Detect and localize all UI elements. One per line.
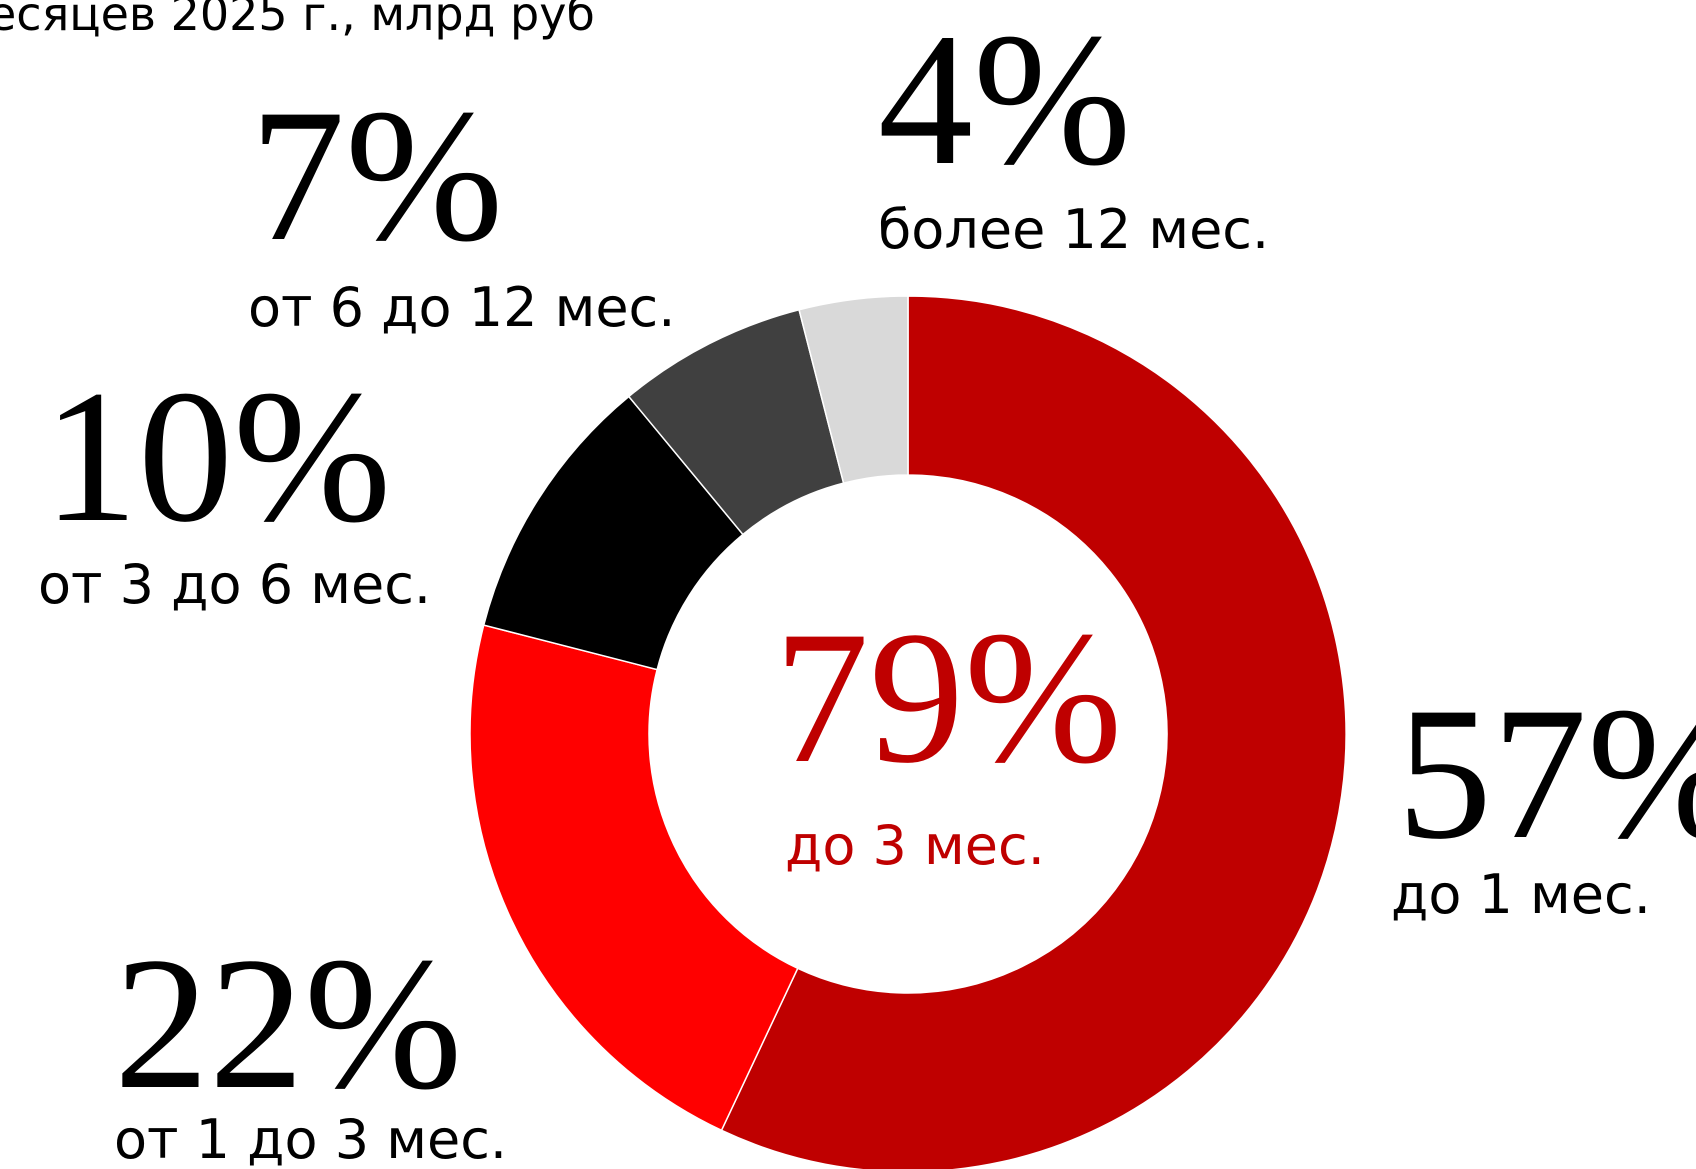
value-label: 57%: [1397, 669, 1696, 879]
donut-slice: [469, 624, 799, 1132]
category-label: от 6 до 12 мес.: [248, 276, 675, 339]
category-label: до 1 мес.: [1391, 863, 1651, 926]
category-label: более 12 мес.: [878, 198, 1269, 261]
category-label: от 3 до 6 мес.: [38, 553, 431, 616]
donut-slice: [798, 295, 909, 485]
chart-title: есяцев 2025 г., млрд руб: [0, 0, 595, 41]
value-label: 10%: [43, 352, 391, 562]
donut: [469, 295, 1347, 1169]
category-label: от 1 до 3 мес.: [114, 1108, 507, 1169]
center-sublabel: до 3 мес.: [785, 814, 1045, 877]
value-label: 4%: [878, 0, 1131, 205]
center-label: 79%: [774, 593, 1122, 803]
value-label: 22%: [114, 919, 462, 1129]
value-label: 7%: [250, 71, 503, 281]
